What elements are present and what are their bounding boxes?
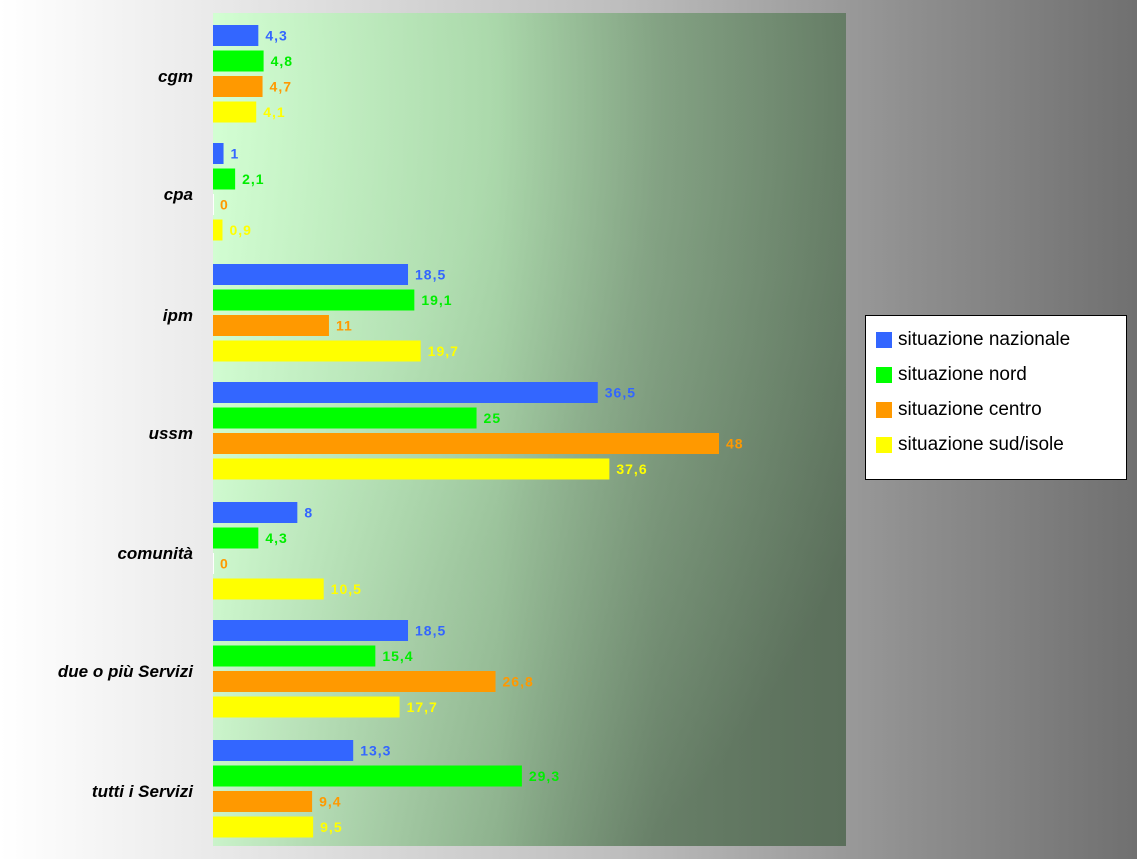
bar [213, 671, 496, 692]
data-label: 0 [220, 556, 229, 572]
legend-label: situazione nazionale [898, 328, 1071, 350]
data-label: 13,3 [360, 743, 391, 759]
bar [213, 458, 610, 480]
bar [213, 791, 313, 812]
bar [213, 527, 259, 549]
legend-label: situazione nord [898, 363, 1027, 385]
data-label: 17,7 [407, 699, 438, 715]
bar [213, 50, 264, 72]
data-label: 1 [231, 146, 240, 162]
bar [213, 76, 263, 97]
legend-label: situazione sud/isole [898, 433, 1064, 455]
data-label: 36,5 [605, 385, 636, 401]
bar [213, 289, 415, 311]
data-label: 9,4 [319, 794, 341, 810]
bar [213, 740, 354, 761]
category-label: cpa [164, 185, 193, 204]
bar [213, 101, 257, 123]
bar [213, 143, 224, 164]
bar [213, 407, 477, 429]
data-label: 15,4 [382, 648, 413, 664]
legend-item: situazione centro [876, 396, 1126, 423]
data-label: 0 [220, 197, 229, 213]
legend-label: situazione centro [898, 398, 1042, 420]
data-label: 4,7 [270, 79, 292, 95]
bar [213, 315, 329, 336]
bar [213, 645, 376, 667]
legend: situazione nazionale situazione nord situa… [865, 315, 1127, 480]
data-label: 0,9 [229, 222, 251, 238]
bar [213, 382, 598, 403]
bar [213, 433, 719, 454]
data-label: 37,6 [616, 461, 647, 477]
category-label: tutti i Servizi [92, 782, 194, 801]
data-label: 25 [484, 410, 502, 426]
bar [213, 25, 259, 46]
bar [213, 219, 223, 241]
bar [213, 264, 409, 285]
data-label: 9,5 [320, 819, 342, 835]
data-label: 26,8 [503, 674, 534, 690]
legend-item: situazione sud/isole [876, 431, 1126, 458]
legend-swatch [876, 331, 892, 348]
data-label: 11 [336, 318, 353, 334]
bar [213, 578, 324, 600]
legend-item: situazione nazionale [876, 326, 1126, 353]
bar [213, 620, 409, 641]
bar [213, 765, 522, 787]
legend-swatch [876, 436, 892, 453]
legend-swatch [876, 366, 892, 383]
bar [213, 168, 236, 190]
data-label: 18,5 [415, 267, 446, 283]
data-label: 10,5 [331, 581, 362, 597]
data-label: 2,1 [242, 171, 264, 187]
data-label: 8 [304, 505, 313, 521]
legend-swatch [876, 401, 892, 418]
plot-area-overlay [213, 13, 846, 846]
legend-item: situazione nord [876, 361, 1126, 388]
data-label: 4,1 [263, 104, 285, 120]
category-label: ipm [163, 306, 193, 325]
category-label: comunità [117, 544, 193, 563]
bar [213, 502, 298, 523]
category-label: ussm [149, 424, 193, 443]
data-label: 19,1 [421, 292, 452, 308]
data-label: 18,5 [415, 623, 446, 639]
data-label: 4,3 [265, 28, 287, 44]
bar [213, 553, 214, 574]
category-label: due o più Servizi [58, 662, 194, 681]
bar [213, 816, 314, 838]
bar [213, 194, 214, 215]
data-label: 4,3 [265, 530, 287, 546]
data-label: 4,8 [271, 53, 293, 69]
data-label: 29,3 [529, 768, 560, 784]
bar [213, 340, 421, 362]
category-label: cgm [158, 67, 193, 86]
data-label: 48 [726, 436, 744, 452]
bar [213, 696, 400, 718]
data-label: 19,7 [428, 343, 459, 359]
